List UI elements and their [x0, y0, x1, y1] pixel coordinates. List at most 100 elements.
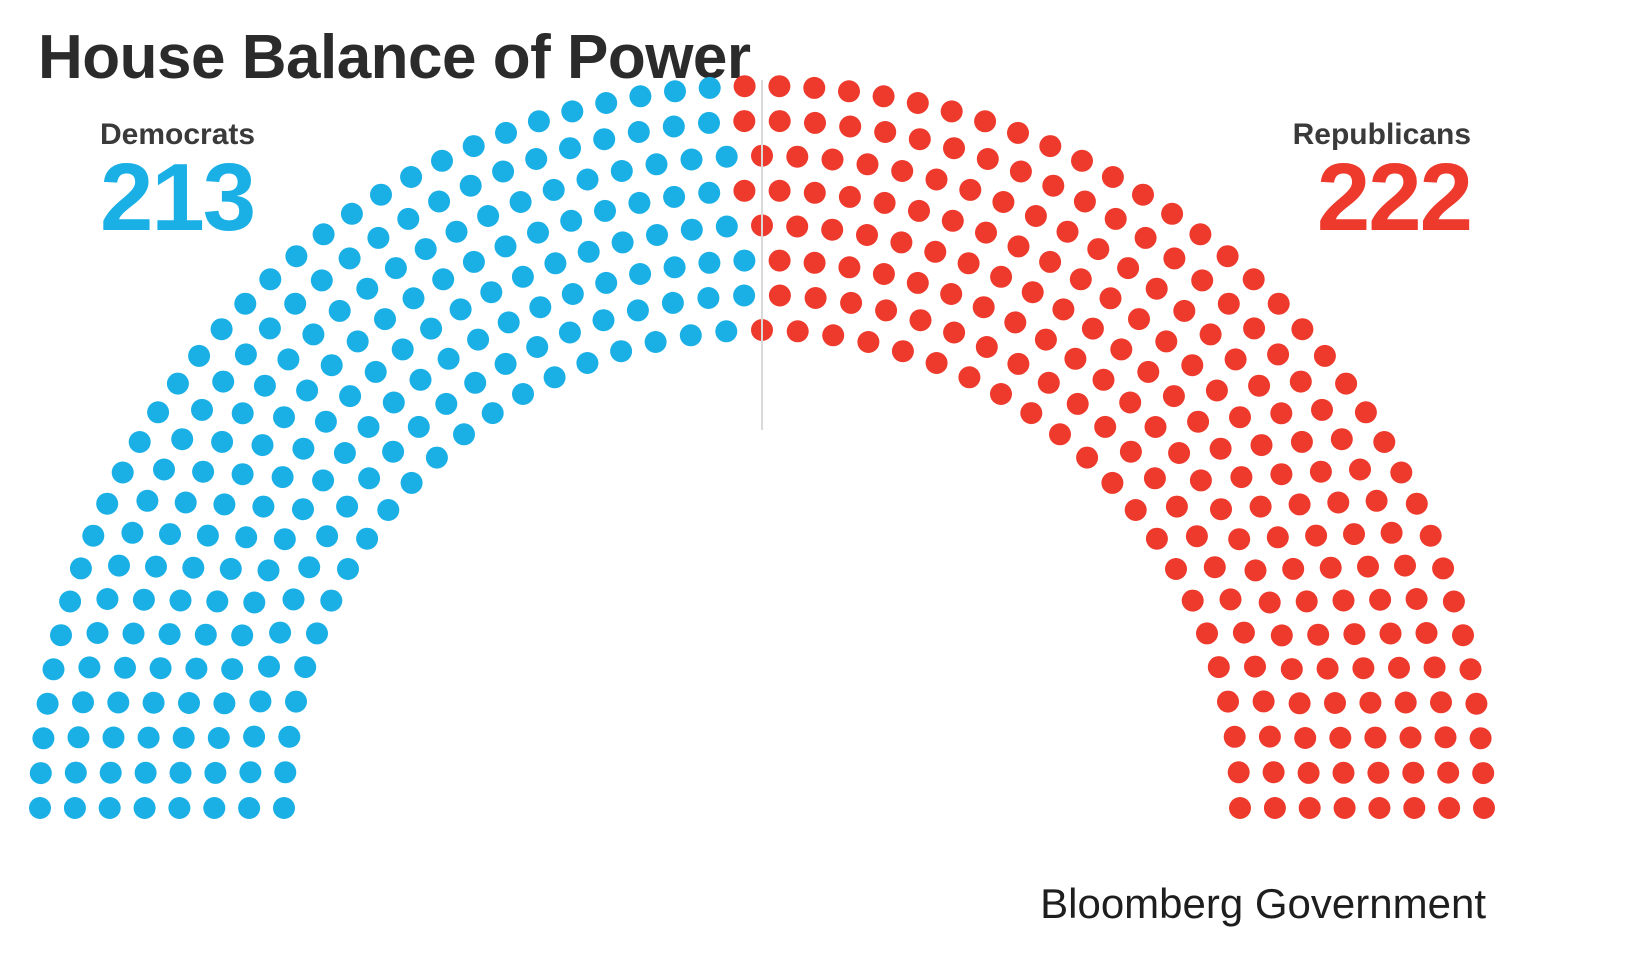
seat-republican [1110, 338, 1133, 361]
seat-republican [786, 320, 809, 343]
seat-republican [804, 111, 826, 134]
seat-democrat [544, 252, 567, 275]
seat-democrat [576, 352, 599, 374]
seat-republican [1434, 726, 1457, 749]
seat-republican [1419, 524, 1442, 547]
seat-democrat [680, 148, 703, 171]
seat-democrat [698, 111, 720, 134]
seat-republican [1373, 431, 1396, 453]
seat-republican [1368, 797, 1391, 819]
seat-democrat [543, 366, 566, 389]
seat-democrat [82, 524, 105, 547]
seat-republican [1311, 398, 1333, 421]
seat-democrat [733, 249, 756, 272]
seat-democrat [282, 588, 305, 611]
seat-republican [1064, 347, 1087, 370]
seat-democrat [274, 761, 297, 784]
seat-republican [959, 178, 982, 201]
seat-democrat [527, 110, 550, 133]
seat-republican [1364, 726, 1387, 749]
seat-republican [1066, 392, 1089, 415]
seat-republican [976, 148, 999, 170]
seat-democrat [594, 199, 616, 222]
seat-democrat [698, 76, 721, 99]
seat-democrat [382, 391, 405, 414]
seat-republican [909, 309, 932, 332]
seat-democrat [204, 761, 227, 784]
seat-democrat [278, 725, 301, 748]
seat-republican [821, 218, 844, 241]
seat-republican [1469, 727, 1492, 750]
seat-republican [1379, 622, 1402, 645]
seat-democrat [238, 797, 261, 819]
seat-republican [1145, 277, 1168, 300]
seat-democrat [627, 121, 650, 143]
seat-republican [1244, 655, 1266, 678]
seat-republican [1117, 257, 1140, 280]
seat-democrat [158, 623, 181, 646]
seat-democrat [628, 191, 651, 214]
seat-democrat [292, 437, 315, 460]
seat-democrat [494, 352, 517, 375]
seat-republican [1189, 223, 1212, 246]
seat-democrat [409, 368, 432, 391]
seat-republican [821, 148, 844, 171]
seat-republican [1224, 348, 1247, 371]
seat-democrat [292, 498, 314, 521]
seat-democrat [114, 656, 136, 679]
seat-republican [1357, 555, 1379, 578]
seat-democrat [203, 797, 226, 819]
seat-republican [1403, 797, 1426, 819]
seat-democrat [420, 317, 443, 340]
seat-democrat [191, 398, 213, 421]
seat-democrat [698, 181, 721, 204]
seat-democrat [277, 348, 300, 371]
seat-republican [1230, 466, 1253, 489]
seat-democrat [402, 287, 425, 310]
seat-democrat [149, 657, 172, 680]
seat-republican [1243, 317, 1266, 340]
seat-republican [1205, 379, 1228, 402]
seat-republican [1335, 372, 1358, 395]
seat-republican [1187, 410, 1210, 433]
seat-republican [1332, 589, 1355, 612]
seat-republican [1119, 440, 1142, 463]
seat-democrat [340, 202, 363, 225]
seat-democrat [511, 265, 534, 288]
seat-democrat [298, 556, 321, 579]
seat-democrat [211, 430, 234, 453]
seat-republican [1203, 556, 1226, 579]
seat-democrat [715, 320, 738, 343]
seat-democrat [169, 589, 192, 612]
seat-republican [1185, 525, 1208, 548]
seat-republican [768, 284, 791, 307]
seat-democrat [302, 323, 325, 346]
seat-democrat [400, 471, 423, 494]
seat-republican [1049, 423, 1071, 446]
seat-republican [1349, 458, 1371, 481]
seat-republican [975, 221, 997, 244]
seat-republican [733, 110, 756, 133]
seat-republican [974, 110, 997, 133]
seat-republican [1223, 725, 1246, 748]
seat-republican [1319, 556, 1342, 579]
seat-republican [1352, 657, 1375, 680]
seat-democrat [132, 588, 155, 611]
seat-democrat [36, 692, 59, 715]
seat-democrat [221, 658, 244, 681]
seat-democrat [377, 499, 400, 521]
seat-republican [1313, 344, 1336, 367]
seat-republican [1037, 371, 1060, 394]
seat-republican [838, 256, 861, 279]
seat-republican [1119, 391, 1142, 414]
seat-democrat [178, 692, 200, 714]
seat-republican [972, 296, 995, 319]
seat-democrat [312, 469, 335, 492]
seat-republican [958, 366, 981, 389]
seat-republican [1094, 415, 1117, 438]
seat-republican [1242, 268, 1265, 291]
seat-republican [733, 179, 756, 202]
seat-republican [822, 324, 845, 347]
seat-democrat [243, 591, 266, 614]
seat-republican [1415, 622, 1438, 644]
